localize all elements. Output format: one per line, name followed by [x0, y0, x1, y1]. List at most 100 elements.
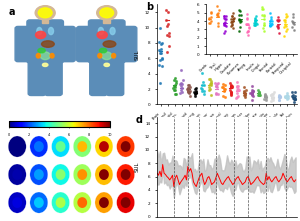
Ellipse shape	[104, 63, 110, 67]
Point	[290, 94, 295, 98]
Point	[179, 69, 184, 72]
Point	[158, 81, 163, 85]
FancyBboxPatch shape	[59, 27, 75, 62]
Point	[158, 51, 163, 55]
Point	[157, 40, 162, 44]
Text: b: b	[146, 2, 153, 12]
Ellipse shape	[102, 52, 112, 60]
Point	[187, 91, 191, 94]
Point	[228, 82, 232, 85]
Polygon shape	[30, 192, 48, 213]
Point	[185, 88, 190, 91]
Polygon shape	[95, 136, 113, 157]
Point	[194, 86, 199, 90]
Y-axis label: SUL: SUL	[134, 161, 140, 172]
Polygon shape	[8, 136, 26, 157]
FancyBboxPatch shape	[90, 58, 107, 95]
Point	[158, 27, 162, 30]
Point	[285, 96, 290, 99]
Point	[201, 83, 206, 87]
Point	[180, 90, 185, 94]
Circle shape	[97, 6, 117, 20]
Point	[285, 94, 290, 98]
Polygon shape	[56, 141, 65, 152]
Point	[188, 89, 192, 93]
Point	[249, 91, 254, 94]
FancyBboxPatch shape	[120, 27, 137, 62]
Point	[215, 82, 220, 85]
Point	[262, 93, 267, 97]
Point	[192, 92, 197, 95]
Point	[194, 91, 198, 95]
Point	[235, 85, 240, 88]
Point	[173, 79, 178, 83]
Polygon shape	[52, 136, 70, 157]
Point	[167, 34, 171, 38]
Point	[222, 89, 226, 92]
Point	[214, 84, 219, 87]
Point	[242, 93, 247, 96]
Point	[278, 94, 283, 97]
Point	[284, 93, 289, 97]
Bar	[42, 15, 48, 23]
Point	[215, 93, 220, 96]
Point	[285, 91, 290, 95]
Point	[223, 84, 227, 87]
Point	[188, 94, 192, 98]
Polygon shape	[77, 169, 87, 180]
Point	[185, 86, 190, 89]
Ellipse shape	[42, 63, 48, 67]
Polygon shape	[95, 164, 113, 185]
Point	[242, 92, 247, 96]
Bar	[103, 15, 110, 23]
Point	[283, 95, 288, 99]
Point	[284, 97, 289, 101]
Point	[186, 90, 191, 93]
Ellipse shape	[36, 53, 40, 58]
Point	[160, 57, 164, 60]
Polygon shape	[30, 136, 48, 157]
Point	[214, 85, 219, 89]
Polygon shape	[73, 192, 91, 213]
Point	[284, 94, 289, 97]
Point	[221, 83, 226, 86]
Point	[292, 96, 297, 100]
Point	[193, 90, 198, 94]
Point	[263, 99, 268, 102]
Point	[207, 77, 212, 81]
Point	[178, 88, 183, 91]
Point	[243, 95, 248, 99]
Point	[234, 95, 239, 99]
Point	[186, 83, 191, 86]
Point	[256, 90, 261, 94]
Point	[208, 79, 213, 82]
Point	[201, 92, 206, 96]
Point	[188, 85, 192, 88]
Point	[199, 87, 204, 90]
Point	[172, 93, 177, 96]
Ellipse shape	[37, 27, 42, 35]
Point	[236, 87, 241, 91]
Point	[290, 91, 295, 94]
Point	[186, 87, 190, 90]
Polygon shape	[121, 197, 130, 208]
Point	[292, 95, 297, 98]
Y-axis label: SUL: SUL	[134, 49, 140, 60]
Point	[271, 92, 276, 96]
Point	[236, 88, 241, 92]
Point	[236, 94, 241, 97]
Polygon shape	[99, 197, 109, 208]
Point	[229, 84, 233, 88]
Point	[270, 93, 274, 96]
Point	[214, 82, 219, 86]
Point	[208, 83, 213, 86]
Point	[257, 93, 262, 96]
Point	[199, 86, 204, 90]
FancyBboxPatch shape	[27, 20, 63, 63]
Point	[276, 98, 281, 102]
Point	[173, 92, 178, 96]
Point	[185, 83, 190, 87]
Point	[242, 90, 246, 93]
Point	[180, 86, 184, 90]
Polygon shape	[73, 136, 91, 157]
